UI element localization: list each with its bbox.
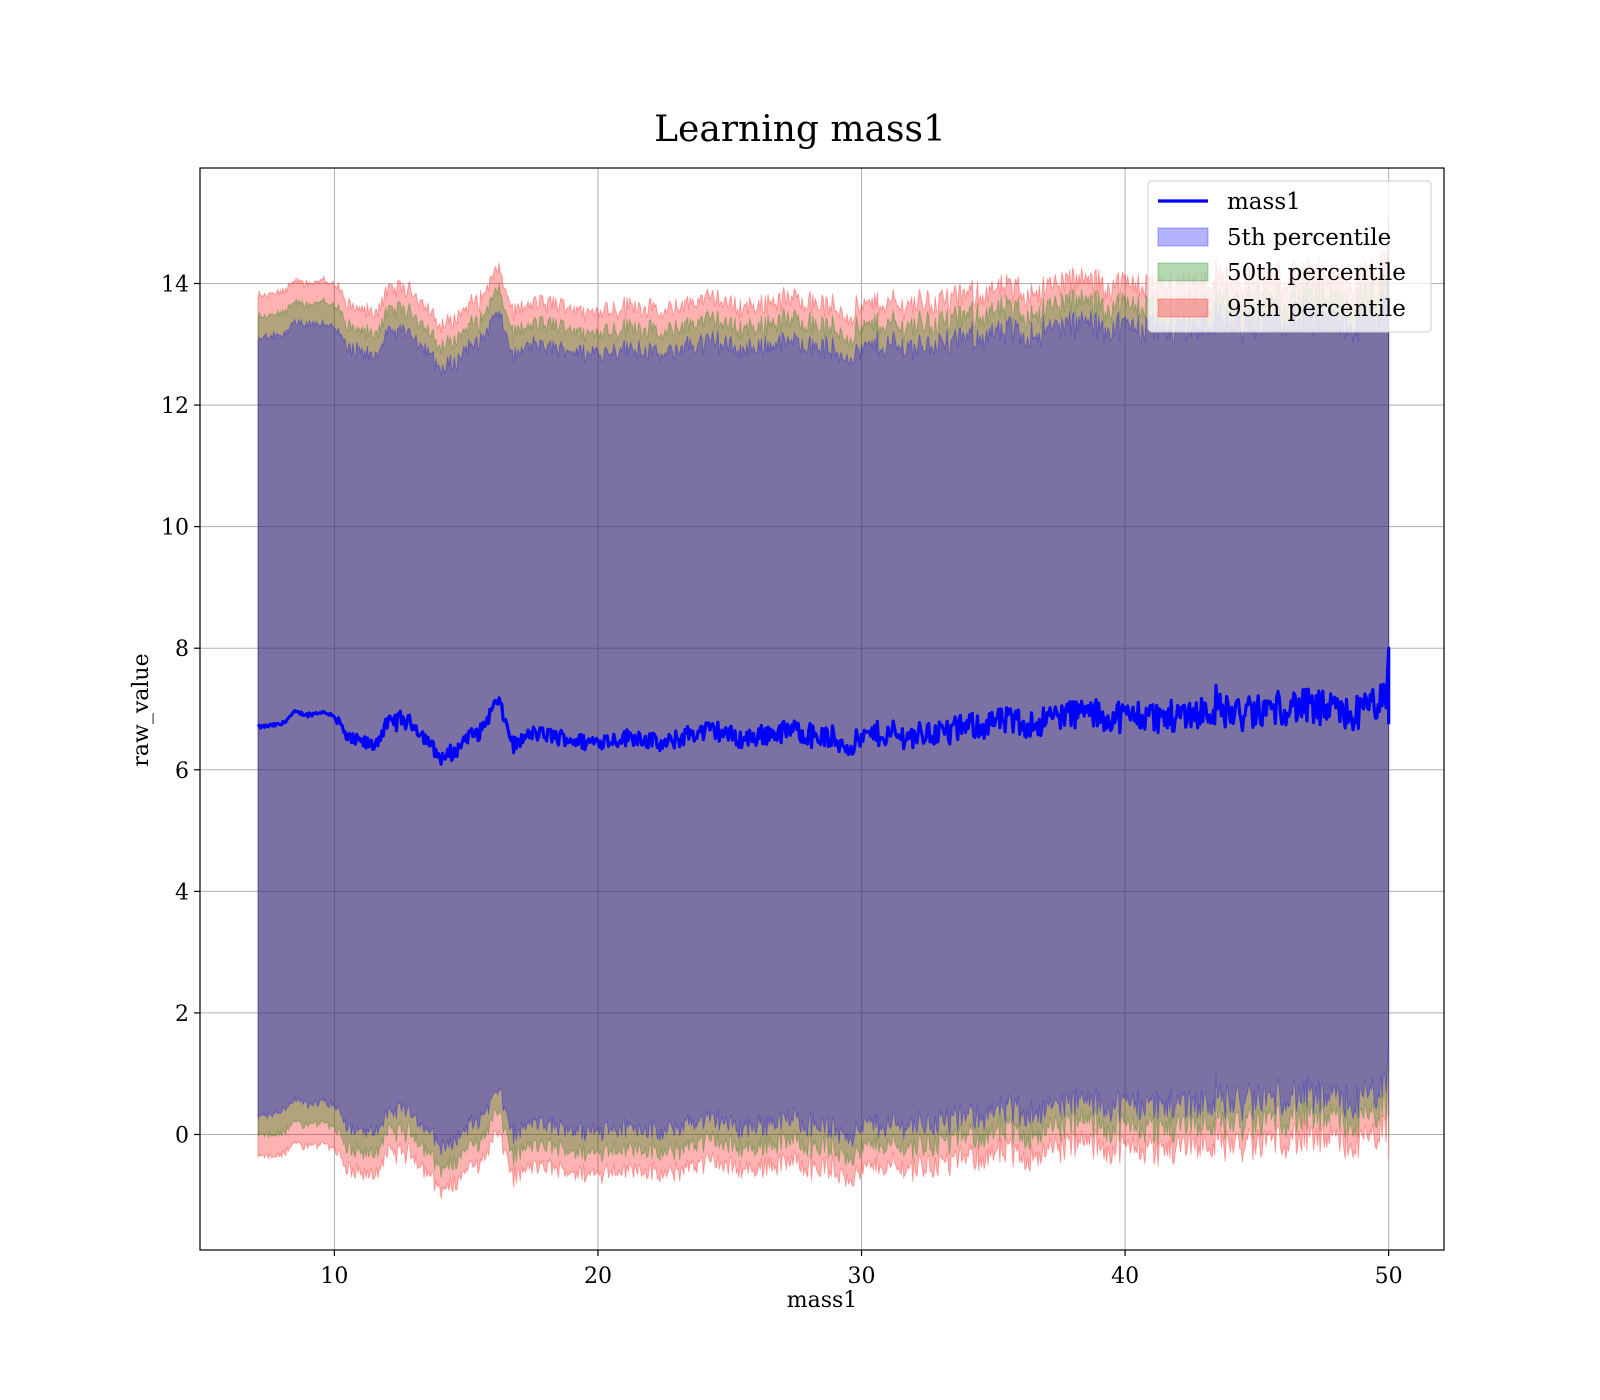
y-tick-label: 0 bbox=[175, 1124, 189, 1149]
x-tick-label: 20 bbox=[584, 1264, 612, 1289]
x-tick-label: 40 bbox=[1111, 1264, 1139, 1289]
legend-label-5th-percentile: 5th percentile bbox=[1227, 225, 1391, 251]
legend-swatch-50th-percentile bbox=[1157, 262, 1209, 282]
mean-line-group bbox=[256, 646, 1391, 766]
legend: mass1 5th percentile 50th percentile 95th p… bbox=[1147, 180, 1432, 333]
percentile-bands bbox=[257, 214, 1390, 1199]
legend-label-mass1: mass1 bbox=[1227, 189, 1301, 215]
legend-label-95th-percentile: 95th percentile bbox=[1227, 296, 1406, 322]
y-tick-label: 8 bbox=[175, 637, 189, 662]
y-tick-label: 10 bbox=[161, 516, 189, 541]
y-ticks: 0 2 4 6 8 10 12 14 bbox=[161, 272, 200, 1149]
y-tick-label: 6 bbox=[175, 759, 189, 784]
legend-swatch-5th-percentile bbox=[1157, 227, 1209, 247]
band-50th-percentile bbox=[257, 236, 1390, 1178]
y-axis-label: raw_value bbox=[129, 653, 154, 766]
band-5th-percentile bbox=[257, 256, 1390, 1156]
x-tick-label: 30 bbox=[848, 1264, 876, 1289]
legend-swatch-95th-percentile bbox=[1157, 298, 1209, 318]
y-tick-label: 14 bbox=[161, 272, 189, 297]
chart-title: Learning mass1 bbox=[654, 109, 946, 150]
y-tick-label: 12 bbox=[161, 394, 189, 419]
y-tick-label: 4 bbox=[175, 880, 189, 905]
x-tick-label: 50 bbox=[1375, 1264, 1403, 1289]
legend-label-50th-percentile: 50th percentile bbox=[1227, 260, 1406, 286]
legend-box bbox=[1147, 180, 1432, 333]
y-tick-label: 2 bbox=[175, 1002, 189, 1027]
x-axis-label: mass1 bbox=[787, 1288, 858, 1313]
x-tick-label: 10 bbox=[320, 1264, 348, 1289]
mean-line-mass1 bbox=[256, 646, 1391, 766]
plot-frame bbox=[199, 167, 1445, 1251]
x-ticks: 10 20 30 40 50 bbox=[320, 1250, 1403, 1289]
band-95th-percentile bbox=[257, 214, 1390, 1199]
